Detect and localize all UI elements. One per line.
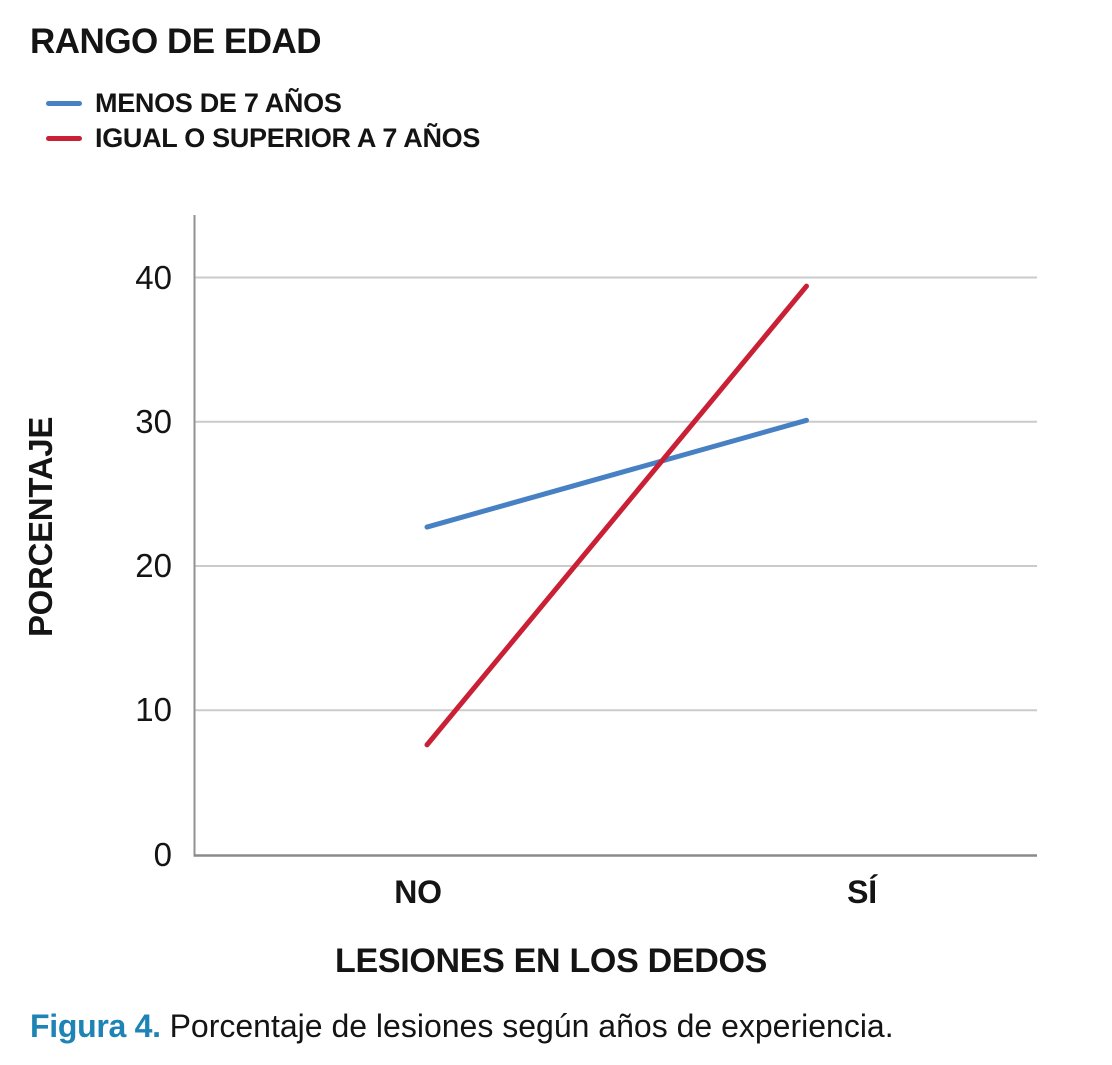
x-tick-label-no: NO: [394, 874, 442, 910]
legend-swatch-line-icon: [46, 136, 82, 141]
y-tick-label-10: 10: [135, 691, 172, 729]
legend-title: RANGO DE EDAD: [30, 22, 322, 61]
legend: MENOS DE 7 AÑOS IGUAL O SUPERIOR A 7 AÑOS: [46, 86, 480, 156]
x-tick-label-si: SÍ: [847, 874, 877, 910]
gridlines: [194, 276, 1037, 712]
legend-item-label: MENOS DE 7 AÑOS: [95, 88, 342, 118]
series-lines: [424, 283, 809, 748]
axes: [193, 215, 1037, 857]
series-line-igual-o-superior-7: [424, 283, 809, 748]
y-axis-title: PORCENTAJE: [22, 416, 59, 638]
legend-swatch-line-icon: [46, 101, 82, 106]
figure-caption: Figura 4. Porcentaje de lesiones según a…: [30, 1008, 894, 1045]
caption-text: Porcentaje de lesiones según años de exp…: [169, 1008, 894, 1044]
y-tick-label-20: 20: [135, 547, 172, 584]
legend-item: MENOS DE 7 AÑOS: [46, 86, 480, 121]
caption-label: Figura 4.: [30, 1008, 161, 1044]
legend-item-label: IGUAL O SUPERIOR A 7 AÑOS: [95, 123, 481, 153]
y-tick-label-0: 0: [153, 835, 172, 873]
x-axis-title: LESIONES EN LOS DEDOS: [335, 942, 767, 980]
y-tick-label-40: 40: [135, 258, 172, 296]
series-line-menos-de-7: [424, 417, 809, 530]
legend-item: IGUAL O SUPERIOR A 7 AÑOS: [46, 121, 480, 156]
y-tick-label-30: 30: [135, 402, 172, 440]
